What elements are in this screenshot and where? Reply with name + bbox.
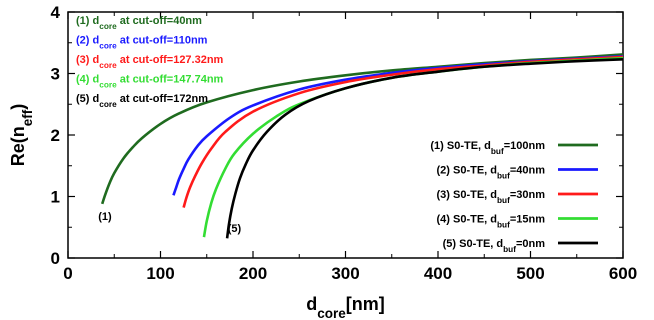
- legend-label-4: (4) S0-TE, dbuf=15nm: [436, 214, 545, 230]
- y-tick-label: 2: [51, 126, 60, 145]
- x-axis-title: dcore[nm]: [306, 294, 385, 320]
- axis-ticks: 0 100 200 300 400 500 600 0 1 2 3 4: [51, 3, 638, 283]
- legend-label-1: (1) S0-TE, dbuf=100nm: [430, 140, 545, 156]
- curve-label: (5): [228, 223, 242, 235]
- series-line-3: [182, 55, 624, 208]
- cutoff-note-5: (5) dcore at cut-off=172nm: [76, 93, 208, 109]
- y-tick-label: 0: [51, 249, 60, 268]
- axis-titles: dcore[nm] Re(neff): [8, 104, 385, 320]
- x-tick-label: 200: [239, 264, 267, 283]
- series-layer: [100, 53, 624, 239]
- x-tick-label: 500: [516, 264, 544, 283]
- series-line-5: [225, 58, 624, 239]
- y-tick-label: 4: [51, 3, 61, 22]
- cutoff-note-2: (2) dcore at cut-off=110nm: [76, 35, 208, 51]
- y-axis-title: Re(neff): [8, 104, 35, 167]
- legend-label-5: (5) S0-TE, dbuf=0nm: [443, 238, 546, 254]
- legend-label-3: (3) S0-TE, dbuf=30nm: [436, 189, 545, 205]
- legend-label-2: (2) S0-TE, dbuf=40nm: [436, 165, 545, 181]
- cutoff-note-1: (1) dcore at cut-off=40nm: [76, 15, 202, 31]
- series-line-4: [202, 56, 624, 238]
- y-tick-label: 1: [51, 188, 60, 207]
- annotation-layer: (1) (5) (1) dcore at cut-off=40nm (2) dcore…: [76, 15, 242, 235]
- y-tick-label: 3: [51, 65, 60, 84]
- cutoff-note-3: (3) dcore at cut-off=127.32nm: [76, 54, 224, 70]
- x-tick-label: 400: [424, 264, 452, 283]
- x-tick-label: 100: [146, 264, 174, 283]
- curve-label: (1): [98, 211, 112, 223]
- x-tick-label: 0: [63, 264, 72, 283]
- cutoff-note-4: (4) dcore at cut-off=147.74nm: [76, 74, 224, 90]
- x-tick-label: 600: [609, 264, 637, 283]
- x-tick-label: 300: [331, 264, 359, 283]
- legend: (1) S0-TE, dbuf=100nm (2) S0-TE, dbuf=40n…: [430, 140, 598, 254]
